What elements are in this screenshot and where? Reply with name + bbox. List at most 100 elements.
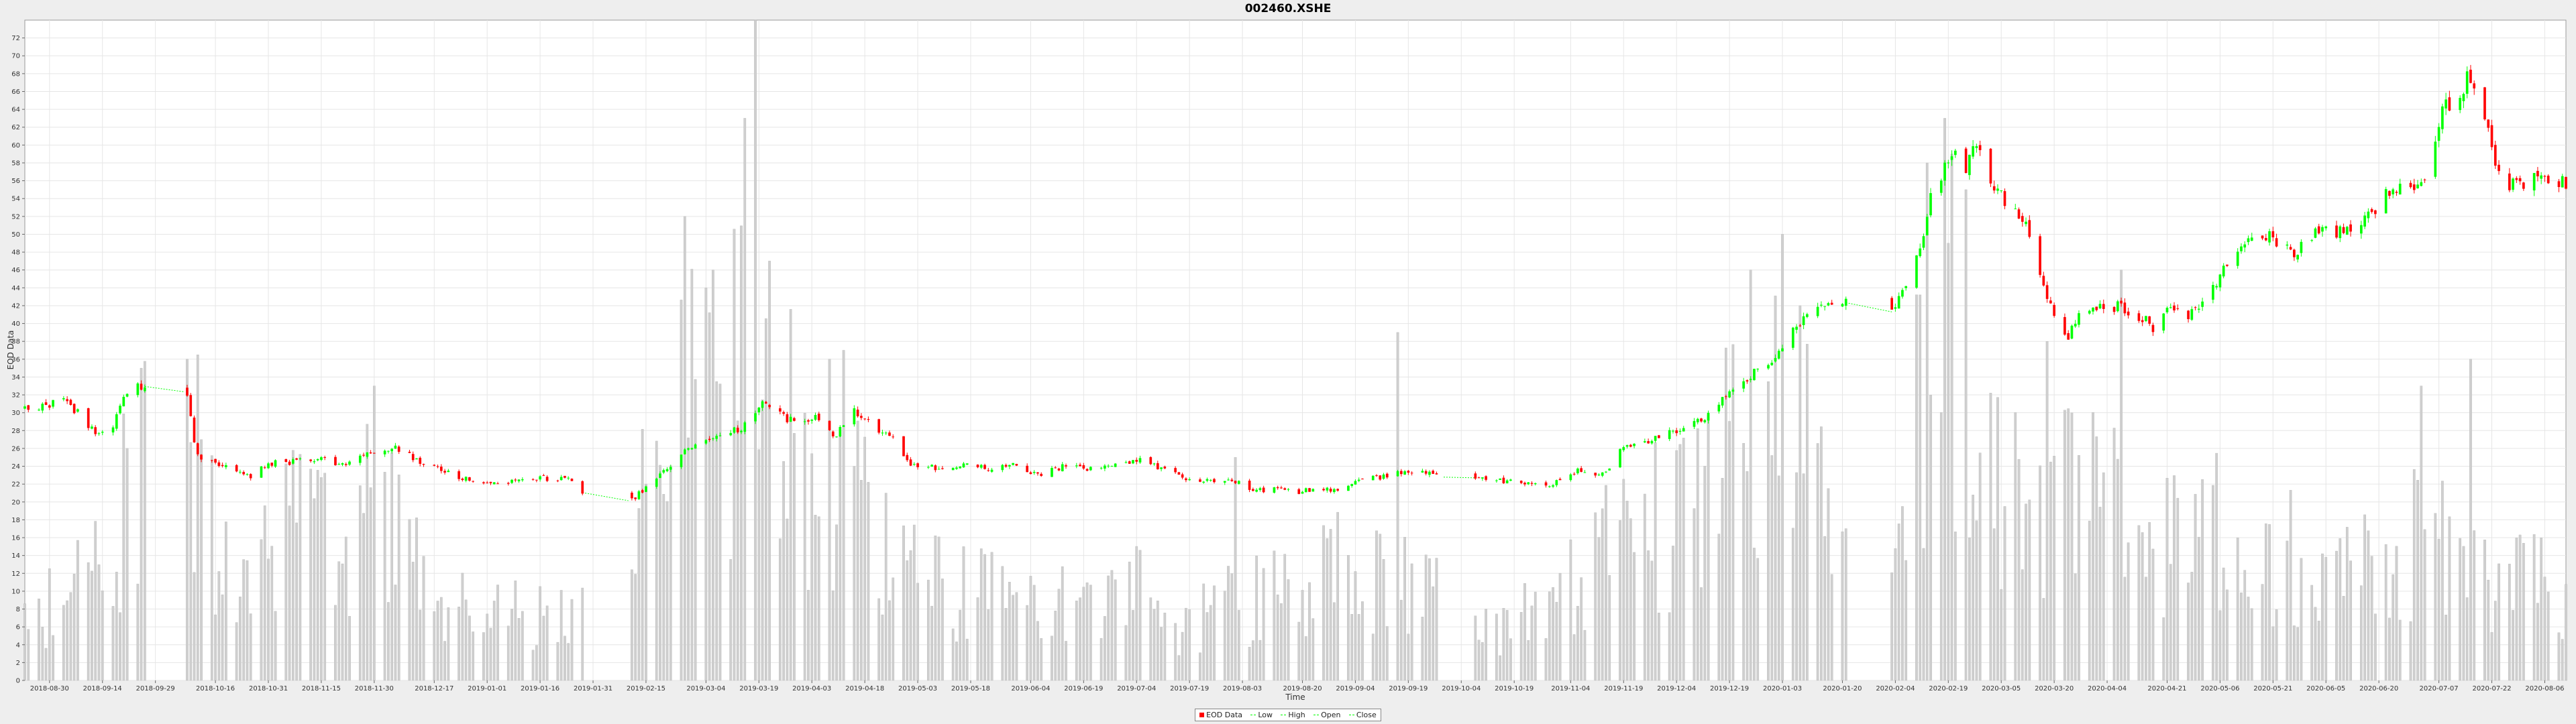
volume-bar	[1287, 579, 1290, 681]
volume-bar	[856, 420, 859, 681]
volume-bar	[415, 518, 418, 681]
volume-bar	[1004, 608, 1008, 681]
volume-bar	[2092, 412, 2094, 681]
volume-bar	[2049, 461, 2052, 681]
volume-bar	[1841, 531, 1844, 681]
candle-body	[196, 443, 199, 455]
candle-body	[1580, 468, 1582, 472]
volume-bar	[1495, 613, 1498, 681]
candle-body	[313, 461, 316, 463]
candle-body	[62, 398, 65, 400]
volume-bar	[1802, 473, 1805, 681]
candle-body	[2215, 286, 2218, 288]
candle-body	[1273, 487, 1276, 493]
volume-bar	[1361, 601, 1364, 681]
volume-bar	[1051, 636, 1053, 681]
volume-bar	[863, 436, 867, 681]
volume-bar	[489, 627, 492, 681]
volume-bar	[1029, 576, 1032, 681]
volume-bar	[2025, 503, 2027, 681]
candle-body	[1964, 148, 1968, 174]
volume-bar	[1795, 472, 1798, 681]
candle-body	[1012, 463, 1014, 465]
candle-body	[1947, 162, 1950, 164]
candle-body	[458, 471, 460, 479]
volume-bar	[1975, 520, 1978, 681]
volume-bar	[1682, 438, 1685, 681]
volume-bar	[930, 605, 933, 681]
candle-body	[1519, 481, 1523, 483]
volume-bar	[2070, 412, 2074, 681]
volume-bar	[1904, 560, 1908, 681]
volume-bar	[941, 579, 944, 681]
y-tick-label: 42	[11, 302, 20, 310]
x-tick-label: 2019-06-19	[1064, 685, 1103, 692]
candle-body	[1385, 473, 1389, 478]
x-tick-label: 2019-12-19	[1710, 685, 1749, 692]
volume-bar	[246, 560, 249, 681]
candle-body	[2565, 176, 2567, 189]
volume-bar	[1329, 529, 1332, 681]
volume-bar	[2483, 540, 2486, 681]
volume-bar	[2250, 608, 2253, 681]
volume-bar	[2490, 632, 2493, 681]
candle-body	[704, 440, 708, 444]
volume-bar	[655, 440, 658, 681]
volume-bar	[1385, 626, 1389, 681]
candle-body	[1177, 472, 1181, 475]
candle-body	[2384, 189, 2387, 214]
candle-body	[757, 407, 761, 413]
volume-bar	[1625, 501, 1629, 681]
volume-bar	[119, 612, 121, 681]
candle-body	[52, 400, 54, 407]
volume-bar	[1569, 539, 1572, 681]
candle-body	[97, 433, 101, 434]
x-tick-label: 2020-08-06	[2525, 685, 2564, 692]
volume-bar	[1403, 536, 1406, 681]
volume-bar	[2264, 523, 2267, 681]
volume-bar	[337, 561, 341, 681]
volume-bar	[2162, 617, 2165, 681]
candle-body	[246, 474, 249, 475]
volume-bar	[2339, 538, 2342, 681]
volume-bar	[511, 609, 513, 681]
volume-bar	[1707, 414, 1710, 681]
candle-body	[860, 416, 863, 418]
candle-body	[144, 387, 146, 391]
volume-bar	[637, 508, 641, 681]
candle-body	[284, 459, 288, 463]
volume-bar	[1163, 613, 1167, 681]
candle-body	[249, 474, 252, 479]
volume-bar	[2293, 625, 2296, 681]
volume-bar	[1297, 621, 1301, 681]
volume-bar	[1085, 582, 1089, 681]
volume-bar	[1308, 582, 1311, 681]
candle-body	[1622, 447, 1625, 450]
volume-bar	[1396, 332, 1399, 681]
volume-bar	[2042, 598, 2045, 681]
candle-body	[662, 470, 665, 473]
x-tick-label: 2019-07-19	[1170, 685, 1209, 692]
candle-body	[1654, 436, 1657, 441]
candle-body	[835, 436, 838, 438]
candle-body	[1527, 482, 1530, 485]
volume-bar	[1382, 559, 1385, 681]
volume-bar	[987, 609, 990, 681]
volume-bar	[531, 650, 535, 681]
volume-bar	[665, 501, 669, 681]
candle-body	[2512, 178, 2514, 190]
x-tick-label: 2020-01-03	[1763, 685, 1802, 692]
volume-bar	[458, 607, 460, 681]
candle-body	[1675, 430, 1678, 434]
candle-body	[1950, 156, 1953, 160]
candle-body	[2053, 304, 2055, 316]
candle-body	[884, 432, 888, 434]
volume-bar	[1001, 566, 1004, 681]
volume-bar	[1576, 605, 1579, 681]
candle-body	[1523, 483, 1526, 485]
candle-body	[2437, 127, 2440, 141]
y-tick-label: 28	[11, 428, 20, 435]
volume-bar	[1799, 305, 1802, 681]
volume-bar	[1371, 634, 1375, 681]
candle-body	[1209, 479, 1212, 481]
